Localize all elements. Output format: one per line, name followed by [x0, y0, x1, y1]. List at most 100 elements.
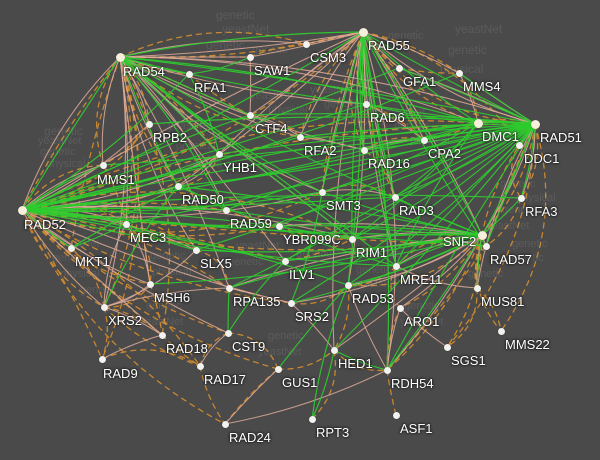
- graph-node-rad55[interactable]: [358, 27, 368, 37]
- graph-node-rad51[interactable]: [530, 119, 540, 129]
- graph-node-rad17[interactable]: [196, 362, 204, 370]
- graph-node-mre11[interactable]: [392, 262, 400, 270]
- graph-node-mec3[interactable]: [122, 220, 130, 228]
- graph-node-slx5[interactable]: [192, 246, 200, 254]
- graph-node-mkt1[interactable]: [67, 244, 75, 252]
- graph-node-rad54[interactable]: [115, 52, 125, 62]
- edge: [347, 234, 483, 287]
- graph-node-rpt3[interactable]: [308, 415, 316, 423]
- edge: [227, 332, 279, 370]
- edge: [21, 31, 364, 211]
- edge: [103, 287, 230, 308]
- node-label-aro1: ARO1: [404, 314, 440, 329]
- node-label-rad57: RAD57: [490, 252, 532, 267]
- graph-node-rim1[interactable]: [348, 235, 356, 243]
- graph-node-gus1[interactable]: [274, 365, 282, 373]
- graph-node-rdh54[interactable]: [383, 366, 391, 374]
- edge: [21, 164, 104, 211]
- edge: [119, 56, 479, 124]
- edge: [481, 123, 536, 236]
- edge: [70, 185, 179, 249]
- edge: [119, 56, 367, 105]
- edge: [103, 283, 151, 308]
- graph-node-aro1[interactable]: [396, 304, 404, 312]
- graph-node-ilv1[interactable]: [281, 257, 289, 265]
- edge: [177, 185, 483, 236]
- edge: [195, 249, 230, 289]
- graph-node-smt3[interactable]: [318, 188, 326, 196]
- graph-node-srs2[interactable]: [287, 299, 295, 307]
- graph-node-cst9[interactable]: [224, 329, 232, 337]
- graph-node-rpb2[interactable]: [145, 120, 153, 128]
- graph-node-rad24[interactable]: [221, 420, 229, 428]
- graph-node-cpa2[interactable]: [420, 136, 428, 144]
- edge: [228, 287, 292, 304]
- graph-node-hed1[interactable]: [330, 346, 338, 354]
- node-label-rad9: RAD9: [103, 366, 138, 381]
- graph-node-mus81[interactable]: [473, 284, 481, 292]
- edge: [249, 113, 536, 125]
- graph-node-rad9[interactable]: [98, 355, 106, 363]
- graph-node-rfa3[interactable]: [517, 194, 525, 202]
- graph-node-mms4[interactable]: [455, 69, 463, 77]
- graph-node-ctf4[interactable]: [246, 111, 254, 119]
- graph-node-xrs2[interactable]: [100, 303, 108, 311]
- graph-node-rad53[interactable]: [344, 281, 352, 289]
- edge: [278, 123, 536, 227]
- edge: [485, 197, 522, 247]
- node-label-rad16: RAD16: [368, 156, 410, 171]
- graph-node-rad18[interactable]: [158, 331, 166, 339]
- node-label-dmc1: DMC1: [482, 129, 519, 144]
- graph-node-rad50[interactable]: [174, 182, 182, 190]
- graph-node-gfa1[interactable]: [395, 64, 403, 72]
- edge: [21, 67, 400, 211]
- graph-node-dmc1[interactable]: [473, 118, 483, 128]
- graph-node-rpa135[interactable]: [225, 284, 233, 292]
- graph-node-snf2[interactable]: [477, 230, 487, 240]
- node-label-rad18: RAD18: [166, 341, 208, 356]
- graph-node-rfa1[interactable]: [185, 70, 193, 78]
- edge: [399, 307, 448, 348]
- graph-node-asf1[interactable]: [392, 411, 400, 419]
- graph-node-rad52[interactable]: [17, 205, 27, 215]
- edge: [102, 123, 150, 166]
- edge: [333, 349, 388, 372]
- node-label-rad50: RAD50: [182, 192, 224, 207]
- edge: [101, 334, 163, 360]
- edge: [290, 191, 323, 304]
- graph-node-rad57[interactable]: [482, 242, 490, 250]
- graph-node-rad16[interactable]: [360, 146, 368, 154]
- graph-node-rfa2[interactable]: [296, 133, 304, 141]
- node-label-rpt3: RPT3: [316, 425, 350, 440]
- graph-node-rad59[interactable]: [222, 206, 230, 214]
- edge: [119, 56, 220, 155]
- node-label-slx5: SLX5: [200, 256, 232, 271]
- graph-node-ybr099c[interactable]: [275, 222, 283, 230]
- edge: [21, 209, 349, 286]
- edge: [362, 31, 520, 146]
- graph-node-rad3[interactable]: [391, 193, 399, 201]
- edge: [21, 194, 522, 211]
- node-label-asf1: ASF1: [400, 421, 433, 436]
- node-label-ybr099c: YBR099C: [283, 232, 341, 247]
- graph-node-rad6[interactable]: [362, 100, 370, 108]
- graph-node-saw1[interactable]: [246, 53, 254, 61]
- graph-node-msh6[interactable]: [146, 280, 154, 288]
- node-label-rpb2: RPB2: [153, 130, 187, 145]
- graph-node-mms1[interactable]: [99, 161, 107, 169]
- edge: [195, 234, 483, 253]
- graph-node-mms22[interactable]: [497, 327, 505, 335]
- node-label-saw1: SAW1: [254, 63, 291, 78]
- node-label-csm3: CSM3: [310, 50, 347, 65]
- edge: [21, 139, 425, 211]
- node-label-smt3: SMT3: [326, 198, 361, 213]
- graph-node-csm3[interactable]: [302, 40, 310, 48]
- edge: [199, 365, 226, 425]
- edge: [103, 56, 127, 308]
- edge: [21, 209, 353, 240]
- graph-node-ddc1[interactable]: [515, 141, 523, 149]
- edge: [395, 122, 479, 267]
- edge: [188, 56, 251, 75]
- graph-node-sgs1[interactable]: [443, 343, 451, 351]
- graph-node-yhb1[interactable]: [215, 150, 223, 158]
